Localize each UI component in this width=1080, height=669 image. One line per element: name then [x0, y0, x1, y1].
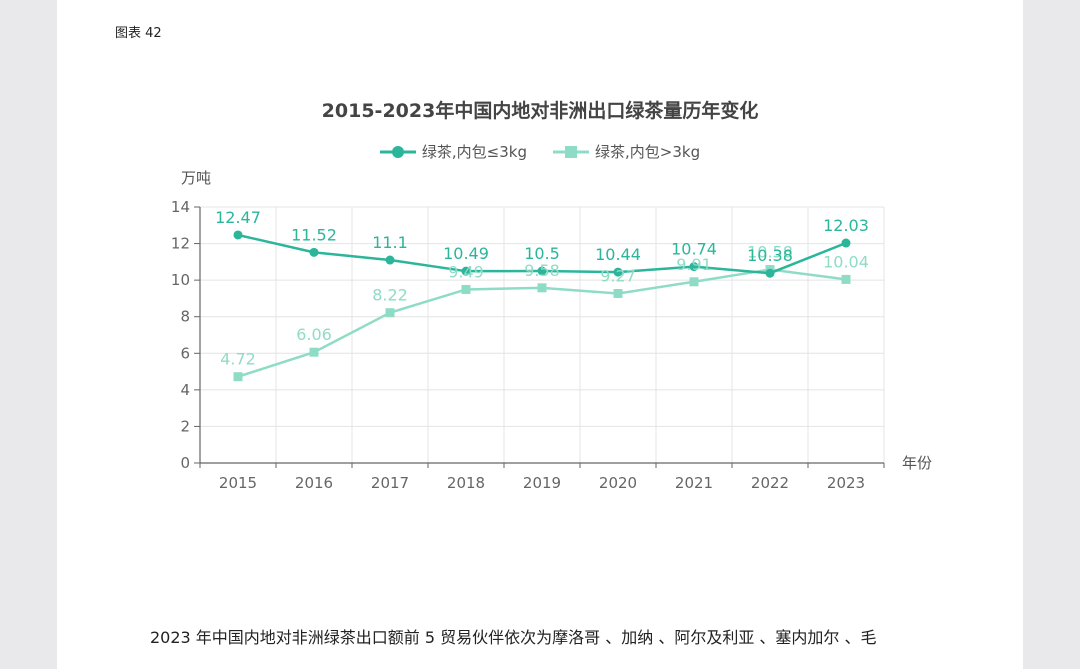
series-1-point	[689, 262, 699, 272]
series-1-point	[613, 267, 623, 277]
series-2-point	[537, 283, 547, 293]
line-chart: 0 2 4 6 8 10 12 14 2015 2016 2017 2018 2019 2020 2021 2…	[171, 169, 932, 492]
legend-label-series-2: 绿茶,内包>3kg	[595, 143, 701, 161]
series-2-data-label: 6.06	[296, 325, 332, 344]
series-2-data-label: 9.58	[524, 261, 560, 280]
series-2-data-label: 9.49	[448, 262, 484, 281]
series-1-data-label: 10.49	[443, 244, 489, 263]
x-tick-label: 2016	[295, 474, 333, 492]
series-1-point	[309, 247, 319, 257]
y-tick-label: 12	[171, 235, 190, 253]
series-1-point	[765, 268, 775, 278]
series-1-point	[537, 266, 547, 276]
series-2-point	[385, 308, 395, 318]
series-2-point	[841, 274, 851, 284]
x-tick-label: 2015	[219, 474, 257, 492]
series-1-data-label: 10.5	[524, 244, 560, 263]
series-1-data-label: 12.03	[823, 216, 869, 235]
x-tick-label: 2023	[827, 474, 865, 492]
series-1-data-label: 10.74	[671, 240, 717, 259]
body-paragraph: 2023 年中国内地对非洲绿茶出口额前 5 贸易伙伴依次为摩洛哥 、加纳 、阿尔…	[150, 628, 877, 647]
series-2-point	[689, 277, 699, 287]
series-2-point	[613, 288, 623, 298]
y-tick-label: 4	[180, 381, 190, 399]
legend-item-series-2[interactable]: 绿茶,内包>3kg	[553, 141, 700, 162]
series-1-data-label: 10.44	[595, 245, 641, 264]
y-tick-label: 8	[180, 308, 190, 326]
x-axis-title: 年份	[902, 454, 932, 472]
x-tick-label: 2021	[675, 474, 713, 492]
chart-legend: 绿茶,内包≤3kg 绿茶,内包>3kg	[57, 141, 1023, 162]
y-tick-label: 14	[171, 198, 190, 216]
chart-title: 2015-2023年中国内地对非洲出口绿茶量历年变化	[321, 100, 759, 122]
series-1-data-label: 11.52	[291, 225, 337, 244]
series-2-data-label: 8.22	[372, 286, 408, 305]
document-page: 图表 42 2015-2023年中国内地对非洲出口绿茶量历年变化 绿茶,内包≤3…	[57, 0, 1023, 669]
series-2-point	[233, 372, 243, 382]
legend-item-series-1[interactable]: 绿茶,内包≤3kg	[379, 141, 527, 162]
series-2-data-label: 9.91	[676, 255, 712, 274]
x-tick-label: 2017	[371, 474, 409, 492]
series-2-data-label: 10.58	[747, 243, 793, 262]
y-tick-label: 0	[180, 454, 190, 472]
figure-label: 图表 42	[115, 26, 162, 41]
legend-marker-circle-icon	[379, 145, 416, 158]
y-tick-label: 10	[171, 271, 190, 289]
series-2-point	[309, 347, 319, 357]
series-2-data-label: 10.04	[823, 252, 869, 271]
series-1-data-label: 11.1	[372, 233, 408, 252]
x-tick-label: 2020	[599, 474, 637, 492]
series-1-data-label: 10.38	[747, 246, 793, 265]
x-tick-label: 2019	[523, 474, 561, 492]
series-1-point	[461, 266, 471, 276]
series-2-point	[461, 284, 471, 294]
series-1-point	[841, 238, 851, 248]
series-1-point	[385, 255, 395, 265]
cutoff-text-line	[207, 660, 847, 669]
y-axis-title: 万吨	[181, 169, 211, 187]
x-tick-label: 2022	[751, 474, 789, 492]
series-1-data-label: 12.47	[215, 208, 261, 227]
legend-label-series-1: 绿茶,内包≤3kg	[421, 143, 527, 161]
y-tick-label: 2	[180, 417, 190, 435]
y-tick-label: 6	[180, 344, 190, 362]
series-1-point	[233, 230, 243, 240]
series-2-data-label: 4.72	[220, 350, 256, 369]
legend-marker-square-icon	[553, 145, 589, 158]
x-tick-label: 2018	[447, 474, 485, 492]
series-2-data-label: 9.27	[600, 266, 636, 285]
